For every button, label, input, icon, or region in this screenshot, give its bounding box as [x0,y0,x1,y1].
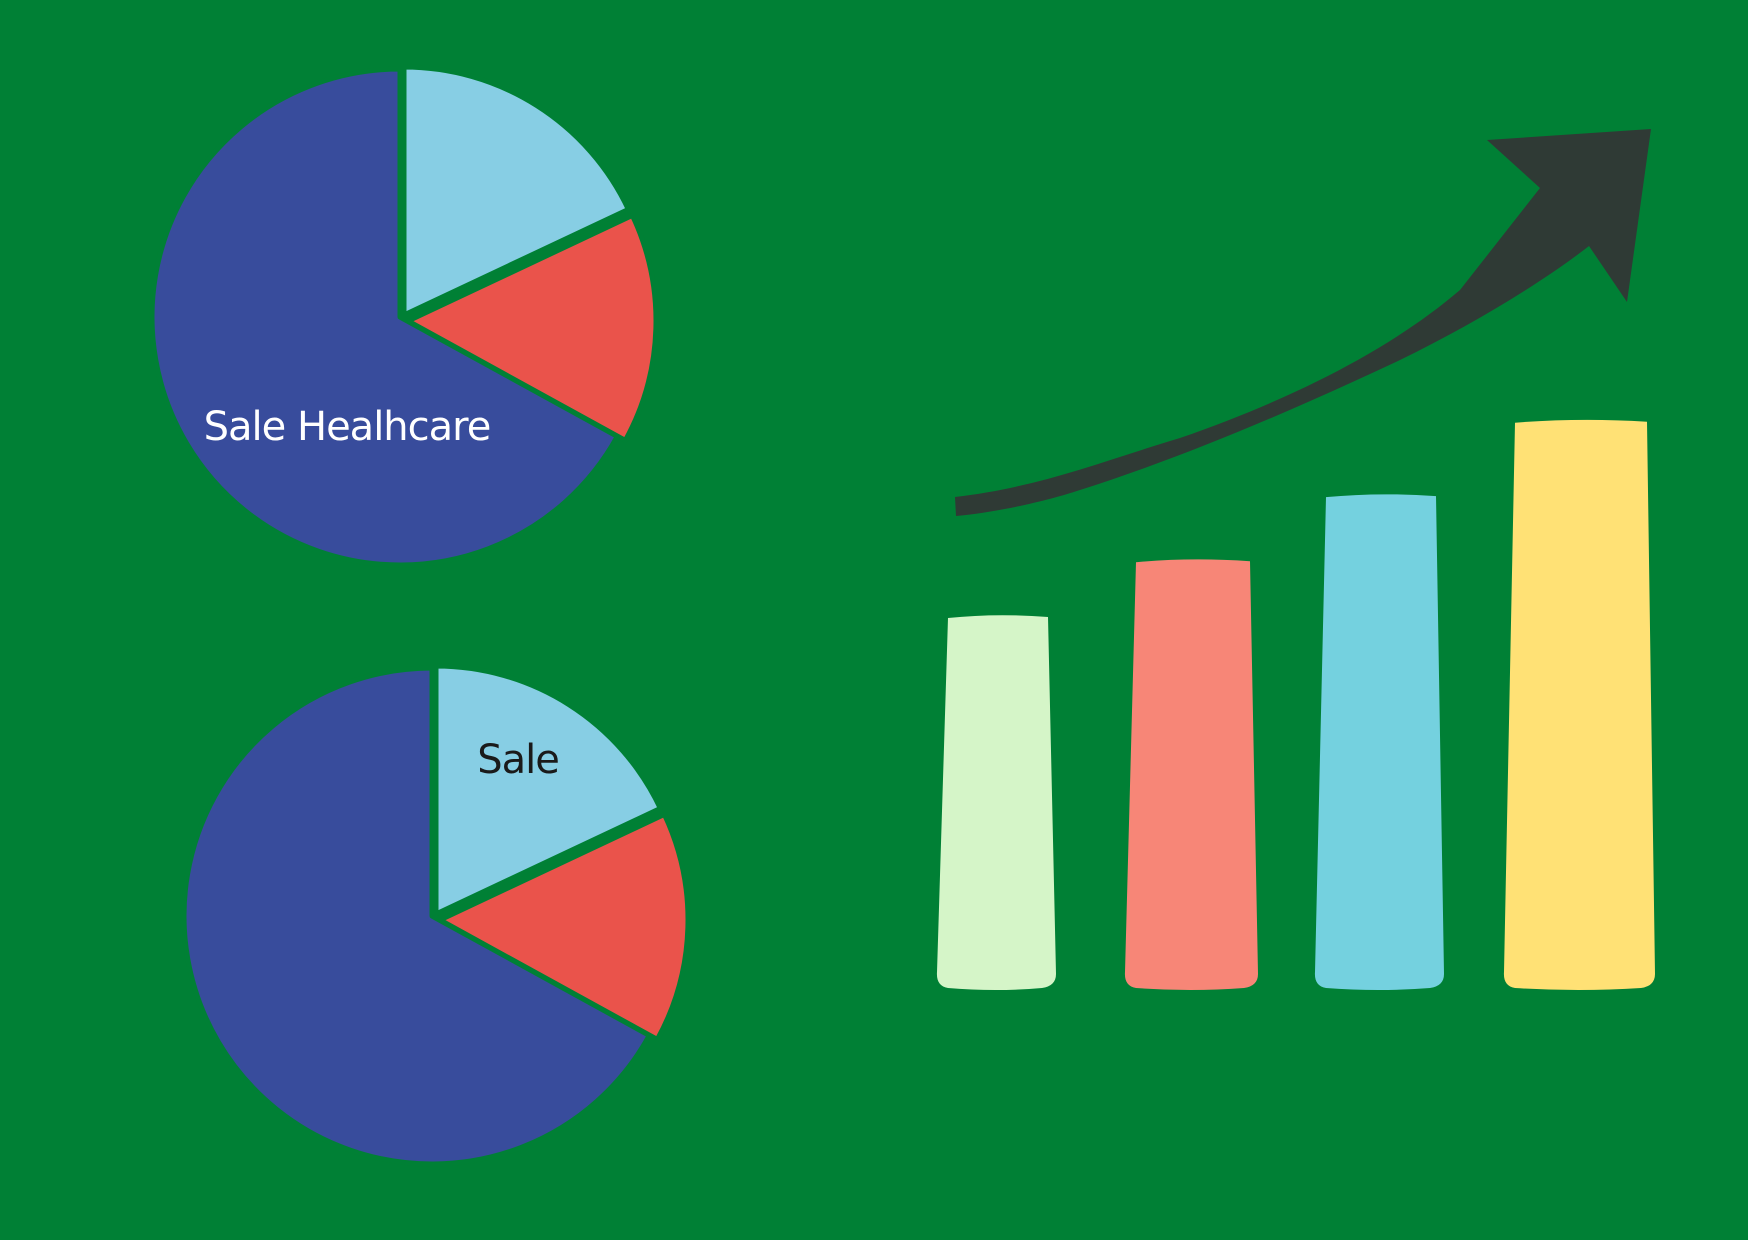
pie-slice-1 [401,64,631,318]
bar-chart [936,419,1655,990]
bar-3 [1314,494,1444,990]
pie-chart-top-label: Sale Healhcare [204,404,491,450]
pie-chart-bottom: Sale [181,663,691,1167]
trend-arrow-icon [955,129,1651,516]
bar-4 [1503,419,1655,990]
pie-chart-top: Sale Healhcare [149,64,659,568]
bar-2 [1124,559,1258,990]
pie-slice-3 [149,66,620,568]
pie-slice-2 [405,212,659,443]
pie-chart-bottom-label: Sale [477,737,559,783]
bar-1 [936,615,1056,990]
pie-slice-3 [181,665,652,1167]
pie-slice-1 [433,663,663,917]
pie-slice-2 [437,811,691,1042]
